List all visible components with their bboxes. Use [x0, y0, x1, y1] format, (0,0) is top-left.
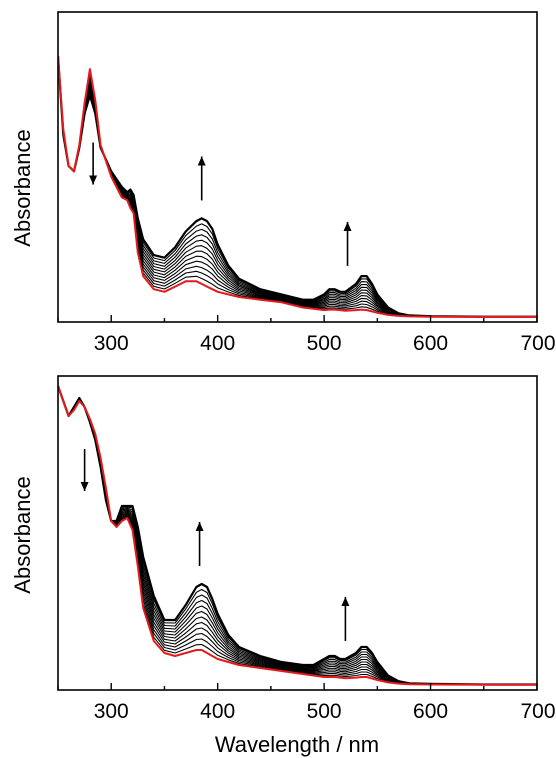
intermediate-spectrum-line — [58, 55, 537, 318]
intermediate-spectrum-line — [58, 385, 537, 686]
top-y-axis-title: Absorbance — [10, 129, 35, 246]
intermediate-spectrum-line — [58, 55, 537, 318]
intermediate-spectrum-line — [58, 55, 537, 318]
x-tick-label: 300 — [94, 700, 129, 723]
decrease-arrow — [89, 142, 98, 185]
intermediate-spectrum-line — [58, 385, 537, 686]
intermediate-spectrum-line — [58, 385, 537, 686]
intermediate-spectrum-line — [58, 55, 537, 318]
x-tick-label: 700 — [520, 700, 555, 723]
intermediate-spectrum-line — [58, 385, 537, 686]
intermediate-spectrum-line — [58, 55, 537, 318]
increase-arrow — [341, 597, 350, 641]
x-tick-label: 300 — [94, 332, 129, 355]
intermediate-spectrum-line — [58, 55, 537, 318]
intermediate-spectrum-line — [58, 385, 537, 686]
intermediate-spectrum-line — [58, 55, 537, 318]
bottom-spectrum-panel: 300 400 500 600 700 Absorbance Wavelength / … — [10, 375, 556, 757]
final-spectrum-line — [58, 385, 537, 686]
x-tick-label: 500 — [307, 332, 342, 355]
intermediate-spectrum-line — [58, 385, 537, 686]
intermediate-spectrum-line — [58, 385, 537, 686]
initial-spectrum-line — [58, 385, 537, 686]
bottom-change-arrows — [80, 449, 350, 641]
top-plot-frame — [57, 11, 538, 323]
final-spectrum-line — [58, 55, 537, 318]
x-tick-label: 400 — [200, 700, 235, 723]
intermediate-spectrum-line — [58, 55, 537, 318]
intermediate-spectrum-line — [58, 385, 537, 686]
increase-arrow — [195, 522, 204, 566]
intermediate-spectrum-line — [58, 55, 537, 318]
bottom-x-ticks: 300 400 500 600 700 — [57, 683, 556, 723]
top-x-ticks: 300 400 500 600 700 — [57, 315, 556, 355]
intermediate-spectrum-line — [58, 385, 537, 686]
increase-arrow — [197, 156, 206, 201]
x-tick-label: 700 — [520, 332, 555, 355]
x-axis-title: Wavelength / nm — [215, 732, 379, 757]
x-tick-label: 500 — [307, 700, 342, 723]
decrease-arrow — [80, 449, 89, 491]
x-tick-label: 400 — [200, 332, 235, 355]
intermediate-spectrum-line — [58, 385, 537, 686]
bottom-curves — [58, 385, 537, 686]
bottom-plot-frame — [57, 375, 538, 691]
intermediate-spectrum-line — [58, 385, 537, 686]
top-curves — [58, 55, 537, 318]
initial-spectrum-line — [58, 55, 537, 318]
intermediate-spectrum-line — [58, 55, 537, 318]
x-tick-label: 600 — [413, 700, 448, 723]
top-change-arrows — [89, 142, 352, 266]
top-spectrum-panel: 300 400 500 600 700 Absorbance — [10, 11, 556, 355]
intermediate-spectrum-line — [58, 55, 537, 318]
x-tick-label: 600 — [413, 332, 448, 355]
bottom-y-axis-title: Absorbance — [10, 476, 35, 593]
increase-arrow — [343, 221, 352, 266]
